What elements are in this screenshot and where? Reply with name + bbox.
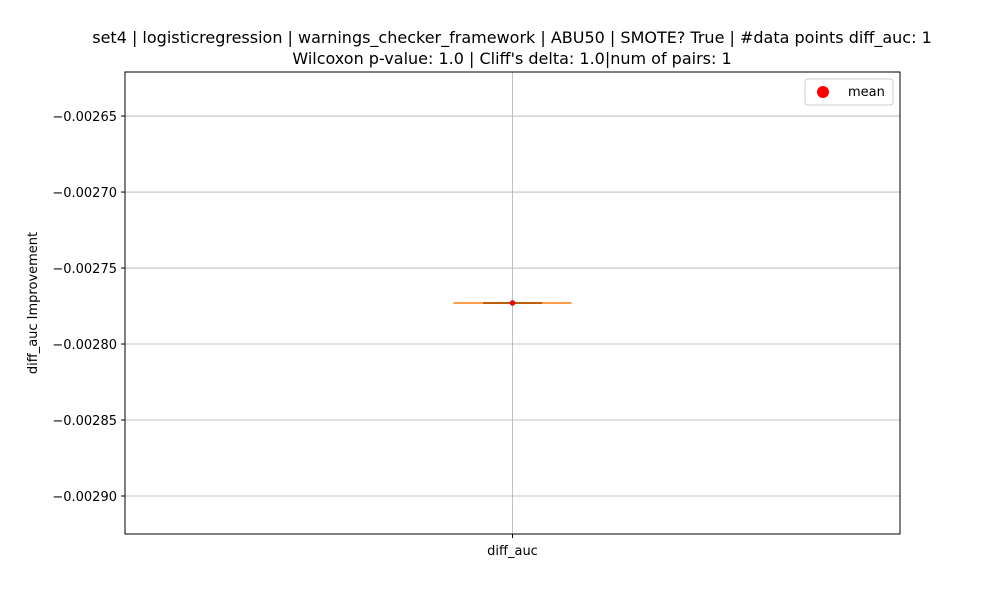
y-axis-label: diff_auc Improvement bbox=[26, 232, 41, 374]
y-tick-label: −0.00275 bbox=[52, 262, 117, 277]
legend-mean-marker bbox=[817, 86, 829, 98]
legend-frame bbox=[804, 78, 894, 106]
y-tick-label: −0.00280 bbox=[52, 338, 117, 353]
plot-area-frame bbox=[124, 71, 901, 535]
mean-marker bbox=[509, 300, 516, 306]
grid-lines bbox=[125, 72, 900, 534]
y-axis-ticks: −0.00265 −0.00270 −0.00275 −0.00280 −0.00285… bbox=[52, 110, 125, 505]
y-tick-label: −0.00285 bbox=[52, 414, 117, 429]
legend-entry-mean: mean bbox=[848, 85, 885, 100]
x-axis-ticks: diff_auc bbox=[487, 534, 538, 559]
y-tick-label: −0.00270 bbox=[52, 186, 117, 201]
box-group bbox=[453, 300, 572, 306]
y-tick-label: −0.00290 bbox=[52, 490, 117, 505]
legend: mean bbox=[804, 78, 894, 106]
chart-title: set4 | logisticregression | warnings_che… bbox=[92, 28, 932, 48]
x-tick-label: diff_auc bbox=[487, 544, 538, 559]
y-tick-label: −0.00265 bbox=[52, 110, 117, 125]
chart-subtitle: Wilcoxon p-value: 1.0 | Cliff's delta: 1… bbox=[292, 49, 731, 68]
